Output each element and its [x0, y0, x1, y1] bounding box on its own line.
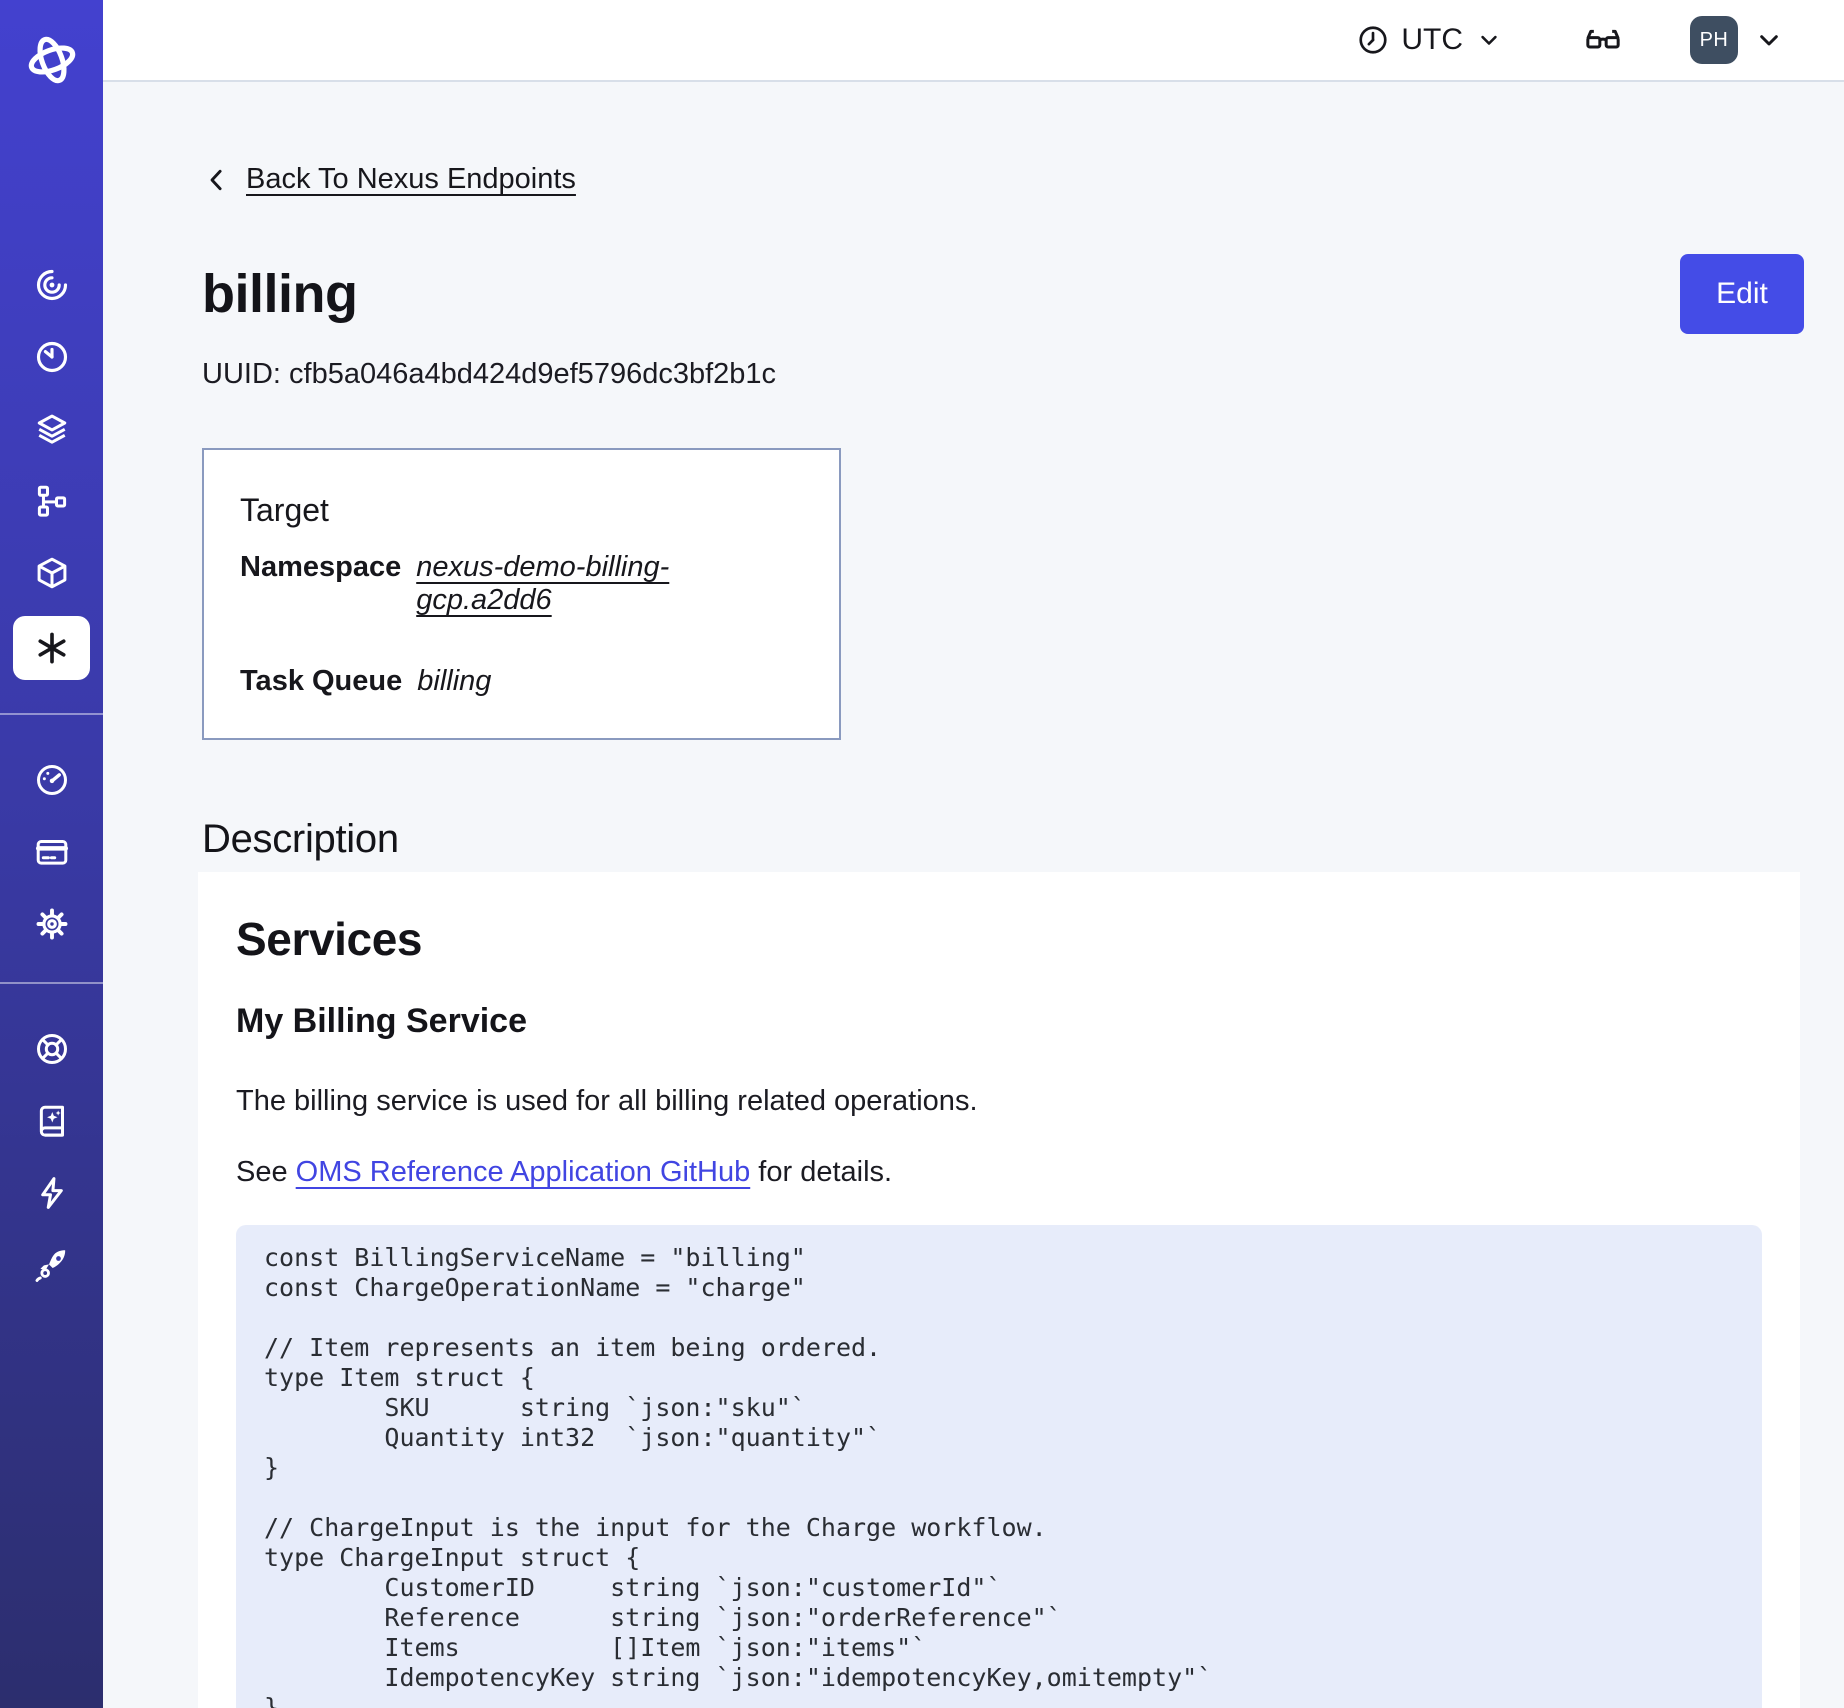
- gauge-icon: [36, 765, 67, 795]
- sidebar-divider: [0, 713, 103, 715]
- description-heading: Description: [202, 817, 399, 861]
- lightning-icon: [40, 1177, 63, 1209]
- target-heading: Target: [240, 492, 329, 528]
- see-prefix: See: [236, 1156, 296, 1188]
- sidebar: [0, 0, 103, 1708]
- timer-clock-icon: [36, 341, 67, 373]
- description-card: Services My Billing Service The billing …: [198, 872, 1800, 1708]
- chevron-down-icon: [1481, 35, 1497, 45]
- asterisk-icon: [37, 632, 66, 664]
- namespace-row: Namespace nexus-demo-billing-gcp.a2dd6: [240, 551, 803, 617]
- sidebar-item-settings[interactable]: [0, 900, 103, 948]
- sidebar-item-docs[interactable]: [0, 1097, 103, 1145]
- sidebar-item-support[interactable]: [0, 1025, 103, 1073]
- namespace-link[interactable]: nexus-demo-billing-gcp.a2dd6: [416, 551, 670, 616]
- sidebar-item-archive[interactable]: [0, 549, 103, 597]
- gear-icon: [36, 908, 67, 940]
- spiral-eye-icon: [36, 269, 67, 301]
- task-queue-value: billing: [417, 665, 492, 697]
- sidebar-item-billing[interactable]: [0, 828, 103, 876]
- credit-card-icon: [35, 840, 68, 865]
- sidebar-item-usage[interactable]: [0, 756, 103, 804]
- clock-icon: [1359, 26, 1387, 54]
- book-sparkle-icon: [39, 1105, 64, 1137]
- timezone-label: UTC: [1401, 23, 1463, 56]
- sidebar-item-namespaces[interactable]: [0, 261, 103, 309]
- main-content: Back To Nexus Endpoints billing Edit UUI…: [103, 82, 1844, 1708]
- lifebuoy-icon: [36, 1034, 67, 1064]
- namespace-label: Namespace: [240, 551, 402, 583]
- target-card: Target Namespace nexus-demo-billing-gcp.…: [202, 448, 841, 740]
- glasses-icon: [1586, 29, 1620, 49]
- avatar[interactable]: PH: [1690, 16, 1738, 64]
- sidebar-divider: [0, 982, 103, 984]
- uuid-row: UUID: cfb5a046a4bd424d9ef5796dc3bf2b1c: [202, 358, 1804, 391]
- sidebar-item-schedules[interactable]: [0, 333, 103, 381]
- temporal-logo-icon[interactable]: [0, 34, 103, 86]
- edit-button[interactable]: Edit: [1680, 254, 1804, 334]
- layers-icon: [37, 414, 66, 444]
- workflow-graph-icon: [37, 485, 66, 517]
- cube-icon: [37, 557, 66, 589]
- timezone-selector[interactable]: UTC: [1357, 23, 1503, 57]
- rocket-icon: [35, 1250, 65, 1282]
- see-details-paragraph: See OMS Reference Application GitHub for…: [236, 1154, 1762, 1191]
- service-code-block: const BillingServiceName = "billing" con…: [236, 1225, 1762, 1708]
- sidebar-item-deployments[interactable]: [0, 405, 103, 453]
- back-link[interactable]: Back To Nexus Endpoints: [202, 163, 576, 196]
- account-menu-toggle[interactable]: [1753, 24, 1785, 56]
- uuid-value: cfb5a046a4bd424d9ef5796dc3bf2b1c: [289, 358, 777, 390]
- back-link-label: Back To Nexus Endpoints: [246, 163, 576, 195]
- uuid-label: UUID:: [202, 358, 281, 390]
- oms-reference-link[interactable]: OMS Reference Application GitHub: [295, 1156, 751, 1188]
- topbar: UTC PH: [103, 0, 1844, 82]
- chevron-down-icon: [1760, 35, 1778, 46]
- task-queue-row: Task Queue billing: [240, 665, 803, 698]
- services-heading: Services: [236, 913, 423, 965]
- chevron-left-icon: [210, 169, 222, 190]
- service-description-paragraph: The billing service is used for all bill…: [236, 1085, 978, 1117]
- sidebar-item-nexus-active[interactable]: [13, 616, 90, 680]
- service-name-heading: My Billing Service: [236, 1002, 527, 1040]
- task-queue-label: Task Queue: [240, 665, 403, 697]
- see-suffix: for details.: [750, 1156, 893, 1188]
- page-title: billing: [202, 264, 358, 324]
- labs-mode-toggle[interactable]: [1583, 20, 1623, 60]
- sidebar-item-batch-operations[interactable]: [0, 477, 103, 525]
- sidebar-item-feedback[interactable]: [0, 1169, 103, 1217]
- sidebar-item-getting-started[interactable]: [0, 1241, 103, 1289]
